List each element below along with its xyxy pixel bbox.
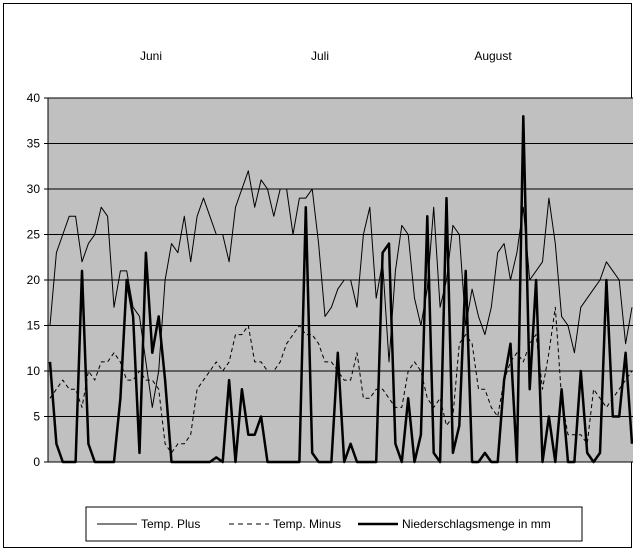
legend-label-niederschlag: Niederschlagsmenge in mm <box>402 517 551 531</box>
y-tick-label: 10 <box>27 364 41 378</box>
line-chart: 0 5 10 15 20 25 30 35 40 Juni Juli August Temp. … <box>27 49 633 542</box>
legend-label-temp-minus: Temp. Minus <box>273 517 341 531</box>
series-line-2 <box>48 114 633 464</box>
y-tick-label: 40 <box>27 91 41 105</box>
series-line-0 <box>49 170 633 408</box>
y-tick-label: 0 <box>33 455 40 469</box>
y-tick-label: 35 <box>27 137 41 151</box>
series-lines <box>48 114 633 464</box>
y-tick-label: 30 <box>27 182 41 196</box>
legend-label-temp-plus: Temp. Plus <box>141 517 200 531</box>
month-label-juli: Juli <box>311 49 329 63</box>
legend: Temp. Plus Temp. Minus Niederschlagsmeng… <box>85 506 583 542</box>
month-label-juni: Juni <box>140 49 162 63</box>
y-axis-ticks: 0 5 10 15 20 25 30 35 40 <box>27 91 48 469</box>
y-tick-label: 25 <box>27 228 41 242</box>
y-tick-label: 5 <box>33 410 40 424</box>
y-tick-label: 20 <box>27 273 41 287</box>
month-labels: Juni Juli August <box>140 49 512 63</box>
chart-frame: 0 5 10 15 20 25 30 35 40 Juni Juli August Temp. … <box>3 3 633 548</box>
series-line-1 <box>49 306 633 454</box>
legend-box <box>85 506 583 542</box>
month-label-august: August <box>474 49 512 63</box>
y-tick-label: 15 <box>27 319 41 333</box>
